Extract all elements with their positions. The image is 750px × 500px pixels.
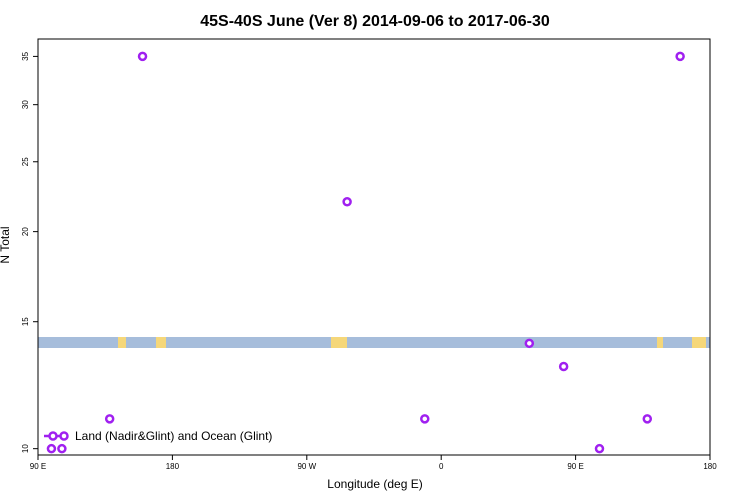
legend-label: Land (Nadir&Glint) and Ocean (Glint) <box>75 429 272 443</box>
y-tick-label: 10 <box>21 444 30 453</box>
data-point <box>642 414 653 424</box>
data-point <box>46 443 57 454</box>
x-tick-label: 0 <box>439 462 444 471</box>
data-point <box>57 443 67 454</box>
chart-title: 45S-40S June (Ver 8) 2014-09-06 to 2017-… <box>200 13 550 30</box>
ocean-band <box>38 337 710 348</box>
y-tick-label: 30 <box>21 100 30 109</box>
y-tick-label: 15 <box>21 317 30 326</box>
land-segment <box>118 337 126 348</box>
land-segment <box>331 337 347 348</box>
data-point <box>342 197 352 207</box>
data-point <box>675 51 685 62</box>
land-segment <box>657 337 663 348</box>
data-point <box>524 338 535 349</box>
land-segment <box>692 337 706 348</box>
y-axis: 10 15 20 25 30 35 <box>21 51 38 453</box>
x-axis-title: Longitude (deg E) <box>327 477 422 491</box>
plot-frame <box>37 38 711 456</box>
x-axis: 90 E 180 90 W 0 90 E 180 <box>30 455 717 471</box>
data-point <box>104 414 115 424</box>
x-tick-label: 90 E <box>30 462 46 471</box>
data-points <box>46 51 685 454</box>
y-tick-label: 25 <box>21 157 30 166</box>
x-tick-label: 90 E <box>567 462 583 471</box>
y-tick-label: 35 <box>21 51 30 60</box>
land-segment <box>156 337 166 348</box>
geography-strip <box>38 337 710 348</box>
data-point <box>137 51 148 62</box>
legend: Land (Nadir&Glint) and Ocean (Glint) <box>44 429 272 443</box>
data-point <box>420 414 430 424</box>
data-point <box>558 361 569 372</box>
x-tick-label: 180 <box>703 462 717 471</box>
y-axis-title: N Total <box>0 226 12 263</box>
x-tick-label: 90 W <box>297 462 316 471</box>
legend-marker <box>59 431 69 441</box>
x-tick-label: 180 <box>166 462 180 471</box>
legend-marker <box>48 431 58 441</box>
y-tick-label: 20 <box>21 227 30 236</box>
data-point <box>594 443 605 454</box>
